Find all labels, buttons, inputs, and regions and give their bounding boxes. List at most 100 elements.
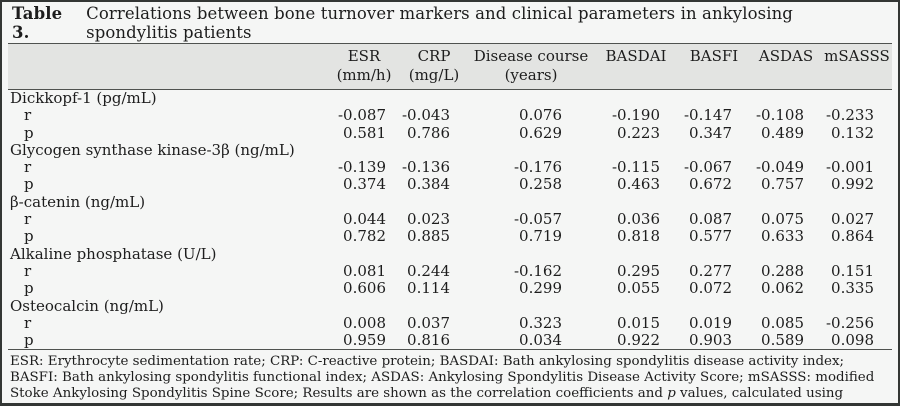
- marker-name: Alkaline phosphatase (U/L): [10, 245, 217, 263]
- p-value: 0.489: [761, 124, 804, 142]
- corr-value: -0.162: [513, 262, 562, 280]
- p-value: 0.577: [689, 228, 732, 246]
- p-value: 0.672: [689, 176, 732, 194]
- footnote-text: ESR: Erythrocyte sedimentation rate; CRP…: [10, 354, 875, 402]
- p-row: p 0.959 0.816 0.034 0.922 0.903 0.589 0.…: [8, 332, 892, 349]
- header-disease-course: Disease course (years): [468, 43, 594, 90]
- row-label-p: p: [24, 332, 34, 350]
- corr-value: 0.323: [519, 314, 562, 332]
- header-basfi: BASFI: [678, 43, 750, 90]
- corr-value: -0.233: [825, 107, 874, 125]
- corr-value: 0.081: [343, 262, 386, 280]
- marker-name: Glycogen synthase kinase-3β (ng/mL): [10, 141, 295, 159]
- p-value: 0.384: [407, 176, 450, 194]
- header-crp: CRP (mg/L): [400, 43, 468, 90]
- header-row: ESR (mm/h) CRP (mg/L) Disease course (years…: [8, 43, 892, 90]
- p-value: 0.606: [343, 280, 386, 298]
- p-value: 0.055: [617, 280, 660, 298]
- p-value: 0.347: [689, 124, 732, 142]
- corr-value: -0.139: [337, 159, 386, 177]
- row-label-p: p: [24, 228, 34, 246]
- corr-value: -0.057: [513, 211, 562, 229]
- corr-value: -0.190: [611, 107, 660, 125]
- header-asdas: ASDAS: [750, 43, 822, 90]
- p-value: 0.816: [407, 332, 450, 350]
- header-esr: ESR (mm/h): [328, 43, 400, 90]
- r-row: r -0.087 -0.043 0.076 -0.190 -0.147 -0.1…: [8, 107, 892, 124]
- table-caption: Correlations between bone turnover marke…: [86, 3, 793, 42]
- row-label-r: r: [24, 159, 32, 177]
- p-value: 0.114: [407, 280, 450, 298]
- p-value: 0.992: [831, 176, 874, 194]
- p-value: 0.864: [831, 228, 874, 246]
- corr-value: 0.023: [407, 211, 450, 229]
- group-row-alp: Alkaline phosphatase (U/L): [8, 246, 892, 263]
- group-row-gsk3b: Glycogen synthase kinase-3β (ng/mL): [8, 142, 892, 159]
- p-value: 0.132: [831, 124, 874, 142]
- row-label-p: p: [24, 176, 34, 194]
- corr-value: 0.244: [407, 262, 450, 280]
- corr-value: -0.043: [401, 107, 450, 125]
- p-value: 0.786: [407, 124, 450, 142]
- corr-value: -0.087: [337, 107, 386, 125]
- p-value: 0.818: [617, 228, 660, 246]
- marker-name: β-catenin (ng/mL): [10, 193, 146, 211]
- corr-value: -0.136: [401, 159, 450, 177]
- p-row: p 0.374 0.384 0.258 0.463 0.672 0.757 0.…: [8, 176, 892, 193]
- p-value: 0.034: [519, 332, 562, 350]
- corr-value: 0.044: [343, 211, 386, 229]
- p-value: 0.782: [343, 228, 386, 246]
- corr-value: 0.288: [761, 262, 804, 280]
- corr-value: 0.008: [343, 314, 386, 332]
- p-value: 0.629: [519, 124, 562, 142]
- corr-value: 0.076: [519, 107, 562, 125]
- p-value: 0.463: [617, 176, 660, 194]
- corr-value: -0.108: [755, 107, 804, 125]
- corr-value: -0.067: [683, 159, 732, 177]
- marker-name: Dickkopf-1 (pg/mL): [10, 89, 157, 107]
- corr-value: -0.115: [611, 159, 660, 177]
- p-value: 0.719: [519, 228, 562, 246]
- marker-name: Osteocalcin (ng/mL): [10, 297, 164, 315]
- corr-value: -0.049: [755, 159, 804, 177]
- header-msasss: mSASSS: [822, 43, 892, 90]
- table-number: Table 3.: [12, 3, 63, 42]
- p-value: 0.335: [831, 280, 874, 298]
- r-row: r -0.139 -0.136 -0.176 -0.115 -0.067 -0.…: [8, 159, 892, 176]
- corr-value: 0.085: [761, 314, 804, 332]
- p-value: 0.581: [343, 124, 386, 142]
- row-label-r: r: [24, 107, 32, 125]
- p-row: p 0.782 0.885 0.719 0.818 0.577 0.633 0.…: [8, 228, 892, 245]
- p-value: 0.072: [689, 280, 732, 298]
- header-basdai: BASDAI: [594, 43, 678, 90]
- p-value: 0.299: [519, 280, 562, 298]
- corr-value: 0.027: [831, 211, 874, 229]
- p-value: 0.098: [831, 332, 874, 350]
- corr-value: 0.151: [831, 262, 874, 280]
- p-value: 0.885: [407, 228, 450, 246]
- header-empty: [8, 43, 328, 90]
- footnote-italic-p: p: [667, 386, 676, 402]
- corr-value: 0.037: [407, 314, 450, 332]
- table-header: ESR (mm/h) CRP (mg/L) Disease course (years…: [8, 43, 892, 90]
- p-value: 0.258: [519, 176, 562, 194]
- table-footnote: ESR: Erythrocyte sedimentation rate; CRP…: [8, 349, 892, 403]
- corr-value: 0.277: [689, 262, 732, 280]
- p-value: 0.757: [761, 176, 804, 194]
- table-body: Dickkopf-1 (pg/mL) r -0.087 -0.043 0.076…: [8, 90, 892, 350]
- p-value: 0.374: [343, 176, 386, 194]
- r-row: r 0.044 0.023 -0.057 0.036 0.087 0.075 0…: [8, 211, 892, 228]
- row-label-p: p: [24, 124, 34, 142]
- p-value: 0.062: [761, 280, 804, 298]
- table-title: Table 3. Correlations between bone turno…: [8, 2, 892, 43]
- corr-value: 0.075: [761, 211, 804, 229]
- p-row: p 0.581 0.786 0.629 0.223 0.347 0.489 0.…: [8, 125, 892, 142]
- corr-value: 0.295: [617, 262, 660, 280]
- p-value: 0.922: [617, 332, 660, 350]
- p-value: 0.633: [761, 228, 804, 246]
- group-row-bcatenin: β-catenin (ng/mL): [8, 194, 892, 211]
- p-value: 0.589: [761, 332, 804, 350]
- corr-value: -0.176: [513, 159, 562, 177]
- row-label-r: r: [24, 314, 32, 332]
